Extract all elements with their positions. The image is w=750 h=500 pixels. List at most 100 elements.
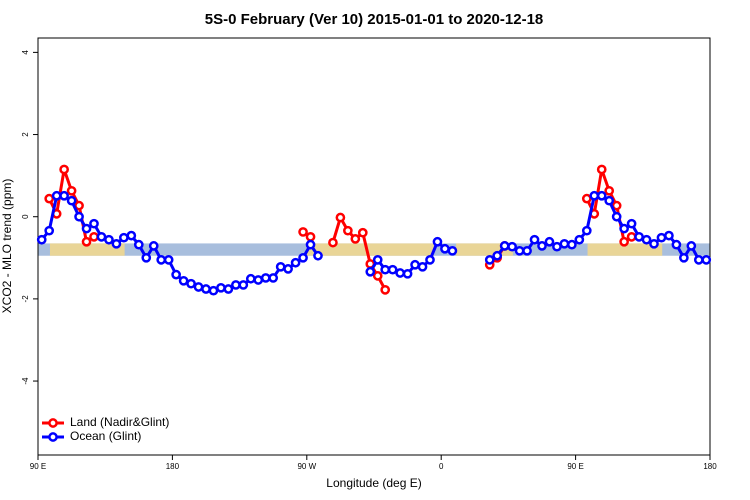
data-point [104,234,114,245]
data-point [365,266,376,277]
data-point [514,245,525,256]
data-point [387,264,398,275]
data-point [171,269,181,280]
x-tick-label: 90 W [297,462,316,471]
data-point [350,234,361,244]
data-point [260,273,271,283]
y-tick-label: 4 [21,50,30,55]
data-point [66,185,77,196]
data-point [604,185,615,196]
data-point [268,273,279,283]
data-point [208,285,219,296]
data-point [492,250,503,261]
data-point [679,252,689,263]
data-point [671,239,682,250]
data-point [119,232,129,243]
data-point [701,255,712,265]
data-point [634,231,644,242]
data-point [44,225,55,236]
land-band [49,243,125,256]
data-point [111,238,122,249]
y-tick-label: 2 [21,132,30,137]
data-point [343,225,353,236]
x-tick-label: 0 [439,462,444,471]
data-point [216,282,226,293]
data-point [596,190,607,201]
data-point [432,236,443,247]
data-point [619,223,629,234]
legend-marker [48,432,58,442]
data-point [186,278,196,289]
y-tick-label: -2 [21,295,30,303]
data-point [290,257,301,268]
data-point [581,225,592,236]
data-point [395,268,405,278]
data-point [298,252,308,263]
data-point [596,164,607,175]
data-point [574,234,585,245]
data-point [499,241,510,251]
data-point [328,237,338,248]
data-point [298,227,308,237]
data-point [357,227,368,238]
data-point [36,234,47,245]
data-point [559,238,570,249]
data-point [275,261,286,272]
data-point [402,268,413,279]
legend-label: Ocean (Glint) [70,429,141,443]
data-point [626,218,637,229]
data-point [163,255,174,265]
data-point [201,284,211,294]
y-axis-label: XCO2 - MLO trend (ppm) [0,179,14,314]
data-point [335,212,346,223]
data-point [89,231,99,242]
data-point [59,190,69,201]
data-point [440,243,450,254]
data-point [238,280,249,290]
data-point [522,245,532,256]
data-point [141,252,152,263]
data-point [380,264,391,275]
data-point [544,236,555,247]
data-point [567,239,577,250]
x-tick-label: 90 E [567,462,583,471]
data-point [193,282,204,292]
land-band [306,243,434,256]
data-point [44,193,55,204]
land-band [587,243,663,256]
data-point [245,273,256,284]
data-point [410,259,420,270]
data-point [656,232,667,243]
legend-marker [48,418,58,428]
x-tick-label: 180 [703,462,717,471]
data-point [537,241,547,251]
data-point [589,190,600,201]
data-point [380,284,391,295]
data-point [89,218,99,229]
data-point [686,241,697,251]
data-point [619,236,629,247]
data-point [626,231,637,242]
data-point [372,271,383,281]
data-point [447,245,458,256]
data-point [507,241,517,252]
data-point [693,255,704,265]
data-point [372,255,383,265]
data-point [66,195,77,206]
data-point [305,239,316,250]
data-point [649,238,659,249]
data-point [133,239,144,250]
data-point [604,195,615,206]
x-tick-label: 180 [166,462,180,471]
data-point [484,255,495,265]
plot-frame [37,37,711,456]
data-point [425,255,435,265]
legend-label: Land (Nadir&Glint) [70,415,169,429]
data-point [417,261,428,272]
chart-title: 5S-0 February (Ver 10) 2015-01-01 to 202… [205,11,544,28]
data-point [664,230,674,241]
y-tick-label: 0 [21,214,30,219]
data-point [178,275,189,286]
data-point [305,231,316,242]
data-point [253,275,264,285]
